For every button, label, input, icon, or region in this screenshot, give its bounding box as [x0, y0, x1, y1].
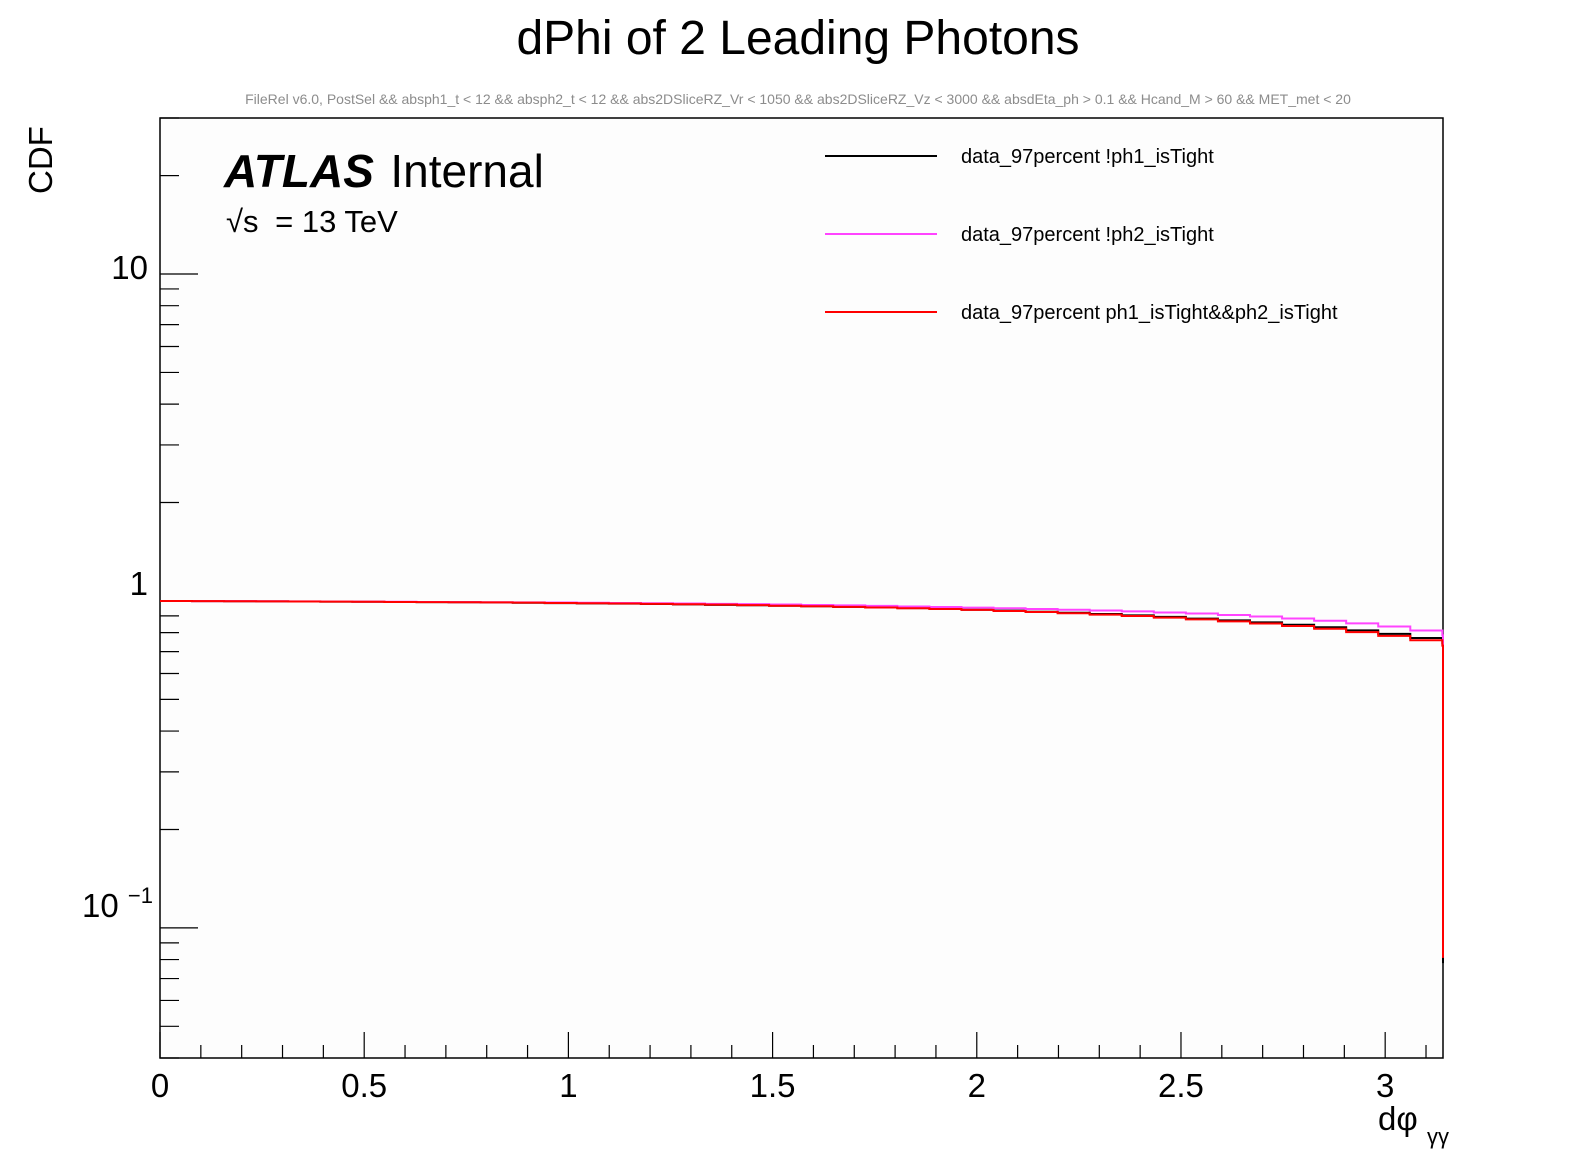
x-tick-label: 3	[1376, 1067, 1394, 1104]
chart-title: dPhi of 2 Leading Photons	[516, 12, 1079, 65]
x-axis-ticks	[159, 1032, 1427, 1058]
y-tick-label-1: 1	[130, 565, 148, 602]
chart-subtitle: FileRel v6.0, PostSel && absph1_t < 12 &…	[245, 91, 1351, 107]
legend-label-2: data_97percent ph1_isTight&&ph2_isTight	[961, 302, 1338, 324]
energy-label: √s = 13 TeV	[226, 204, 398, 239]
plot-frame	[159, 117, 1444, 1059]
legend-label-0: data_97percent !ph1_isTight	[961, 146, 1214, 168]
energy-label-text: = 13 TeV	[275, 204, 398, 239]
x-tick-label: 0.5	[341, 1067, 387, 1104]
y-tick-label-10: 10	[111, 249, 148, 286]
legend: data_97percent !ph1_isTight data_97perce…	[825, 146, 1338, 324]
x-tick-labels: 0 0.5 1 1.5 2 2.5 3	[151, 1067, 1395, 1104]
atlas-label-internal: Internal	[390, 145, 543, 197]
x-tick-label: 2.5	[1158, 1067, 1204, 1104]
legend-label-1: data_97percent !ph2_isTight	[961, 224, 1214, 246]
x-axis-label-sub: γγ	[1427, 1124, 1449, 1149]
atlas-label-bold: ATLAS	[223, 145, 374, 197]
x-axis-label: dφ γγ	[1378, 1100, 1449, 1149]
x-tick-label: 1.5	[750, 1067, 796, 1104]
x-tick-label: 2	[968, 1067, 986, 1104]
y-tick-label-0.1-exp: −1	[128, 883, 153, 908]
x-axis-label-main: dφ	[1378, 1100, 1418, 1137]
y-tick-label-0.1-base: 10	[82, 887, 119, 924]
y-axis-label: CDF	[22, 126, 59, 194]
series-group	[160, 599, 1444, 964]
x-tick-label: 0	[151, 1067, 169, 1104]
y-tick-label-0.1: 10 −1	[82, 883, 153, 924]
x-tick-label: 1	[559, 1067, 577, 1104]
series-line-2	[160, 599, 1444, 958]
atlas-label: ATLAS Internal	[223, 145, 544, 197]
energy-label-sqrt: √s	[226, 204, 259, 239]
